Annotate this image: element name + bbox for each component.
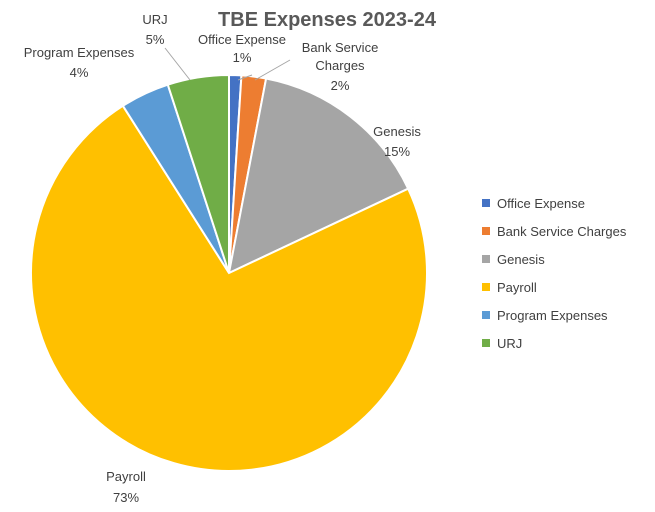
data-label-office-expense: Office Expense 1%	[198, 32, 286, 65]
chart-title: TBE Expenses 2023-24	[218, 9, 437, 31]
slice-payroll	[30, 104, 428, 472]
leader-line-urj	[164, 47, 191, 81]
legend-label-bank-service-charges: Bank Service Charges	[497, 224, 627, 239]
slice-genesis	[227, 77, 410, 275]
data-label-bank-service-charges: Bank Service Charges 2%	[302, 40, 379, 93]
legend-swatch-genesis	[482, 255, 490, 263]
data-label-urj: URJ 5%	[142, 12, 167, 47]
legend: Office Expense Bank Service Charges Genesi…	[482, 196, 627, 351]
legend-label-genesis: Genesis	[497, 252, 545, 267]
legend-swatch-bank-service-charges	[482, 227, 490, 235]
legend-label-program-expenses: Program Expenses	[497, 308, 608, 323]
legend-label-urj: URJ	[497, 336, 522, 351]
legend-swatch-office-expense	[482, 199, 490, 207]
slice-urj	[166, 73, 230, 274]
leader-line-office-expense	[237, 74, 253, 81]
data-label-genesis: Genesis 15%	[373, 124, 421, 159]
data-labels: Office Expense 1% Bank Service Charges 2% Gen…	[24, 12, 422, 505]
pie-slices	[30, 73, 428, 472]
data-label-payroll: Payroll 73%	[106, 469, 146, 505]
legend-swatch-payroll	[482, 283, 490, 291]
data-label-program-expenses: Program Expenses 4%	[24, 45, 135, 80]
legend-label-payroll: Payroll	[497, 280, 537, 295]
leader-line-bank-service-charges	[254, 59, 291, 81]
legend-swatch-program-expenses	[482, 311, 490, 319]
leader-lines	[164, 47, 291, 81]
legend-label-office-expense: Office Expense	[497, 196, 585, 211]
legend-swatch-urj	[482, 339, 490, 347]
